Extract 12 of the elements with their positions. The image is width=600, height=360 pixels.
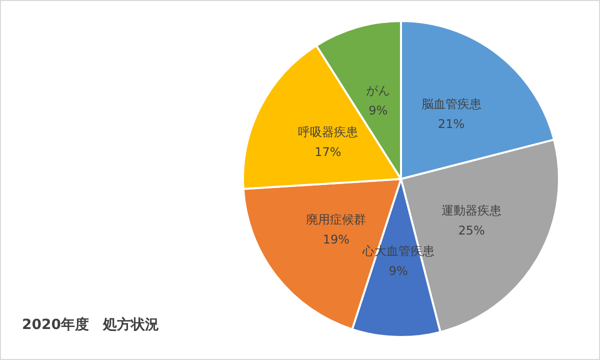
slice-label: 呼吸器疾患 [298,124,358,139]
slice-label: 廃用症候群 [306,212,366,226]
data-label: 19% [322,232,350,246]
data-label: 9% [388,264,408,278]
slice-label: 運動器疾患 [442,204,502,218]
data-label: 25% [458,224,485,238]
data-label: 9% [368,103,388,118]
data-label: 17% [314,144,342,159]
data-label: 21% [438,117,465,132]
slice-label: 脳血管疾患 [421,97,482,112]
text: 2020年度 処方状況 [22,316,159,333]
slice-label: がん [366,83,390,98]
